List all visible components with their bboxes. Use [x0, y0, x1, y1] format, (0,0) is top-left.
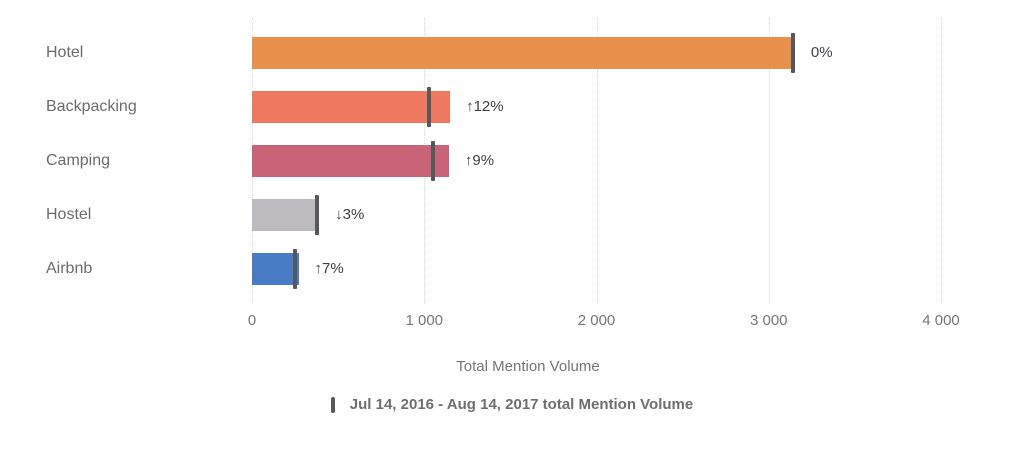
change-label-hotel: 0%	[810, 44, 833, 61]
change-label-camping: ↑9%	[464, 152, 495, 169]
category-label-hotel: Hotel	[46, 44, 84, 61]
bar-hotel[interactable]	[252, 37, 793, 69]
x-axis-tick-label: 3 000	[749, 312, 788, 329]
change-label-airbnb: ↑7%	[314, 260, 344, 277]
previous-period-tick-hostel	[315, 195, 320, 235]
previous-period-tick-airbnb	[293, 249, 298, 289]
bar-hostel[interactable]	[252, 199, 315, 231]
legend: Jul 14, 2016 - Aug 14, 2017 total Mentio…	[0, 396, 1024, 413]
category-label-airbnb: Airbnb	[46, 260, 93, 277]
bar-camping[interactable]	[252, 145, 449, 177]
previous-period-tick-camping	[430, 141, 435, 181]
legend-tick-marker-icon	[330, 396, 335, 413]
x-axis-tick-label: 1 000	[405, 312, 444, 329]
gridline	[596, 18, 598, 304]
category-label-backpacking: Backpacking	[46, 98, 137, 115]
x-axis-title: Total Mention Volume	[456, 358, 600, 375]
gridline	[768, 18, 770, 304]
x-axis-tick-label: 4 000	[922, 312, 960, 329]
bar-airbnb[interactable]	[252, 253, 299, 285]
previous-period-tick-backpacking	[426, 87, 431, 127]
x-axis-tick-label: 0	[247, 312, 257, 329]
plot-area	[252, 18, 942, 304]
bar-backpacking[interactable]	[252, 91, 451, 123]
legend-label: Jul 14, 2016 - Aug 14, 2017 total Mentio…	[349, 396, 694, 413]
x-axis-tick-label: 2 000	[577, 312, 616, 329]
category-label-hostel: Hostel	[46, 206, 92, 223]
change-label-hostel: ↓3%	[335, 206, 365, 223]
category-label-camping: Camping	[46, 152, 111, 169]
previous-period-tick-hotel	[790, 33, 795, 73]
change-label-backpacking: ↑12%	[466, 98, 504, 115]
gridline	[941, 18, 942, 304]
